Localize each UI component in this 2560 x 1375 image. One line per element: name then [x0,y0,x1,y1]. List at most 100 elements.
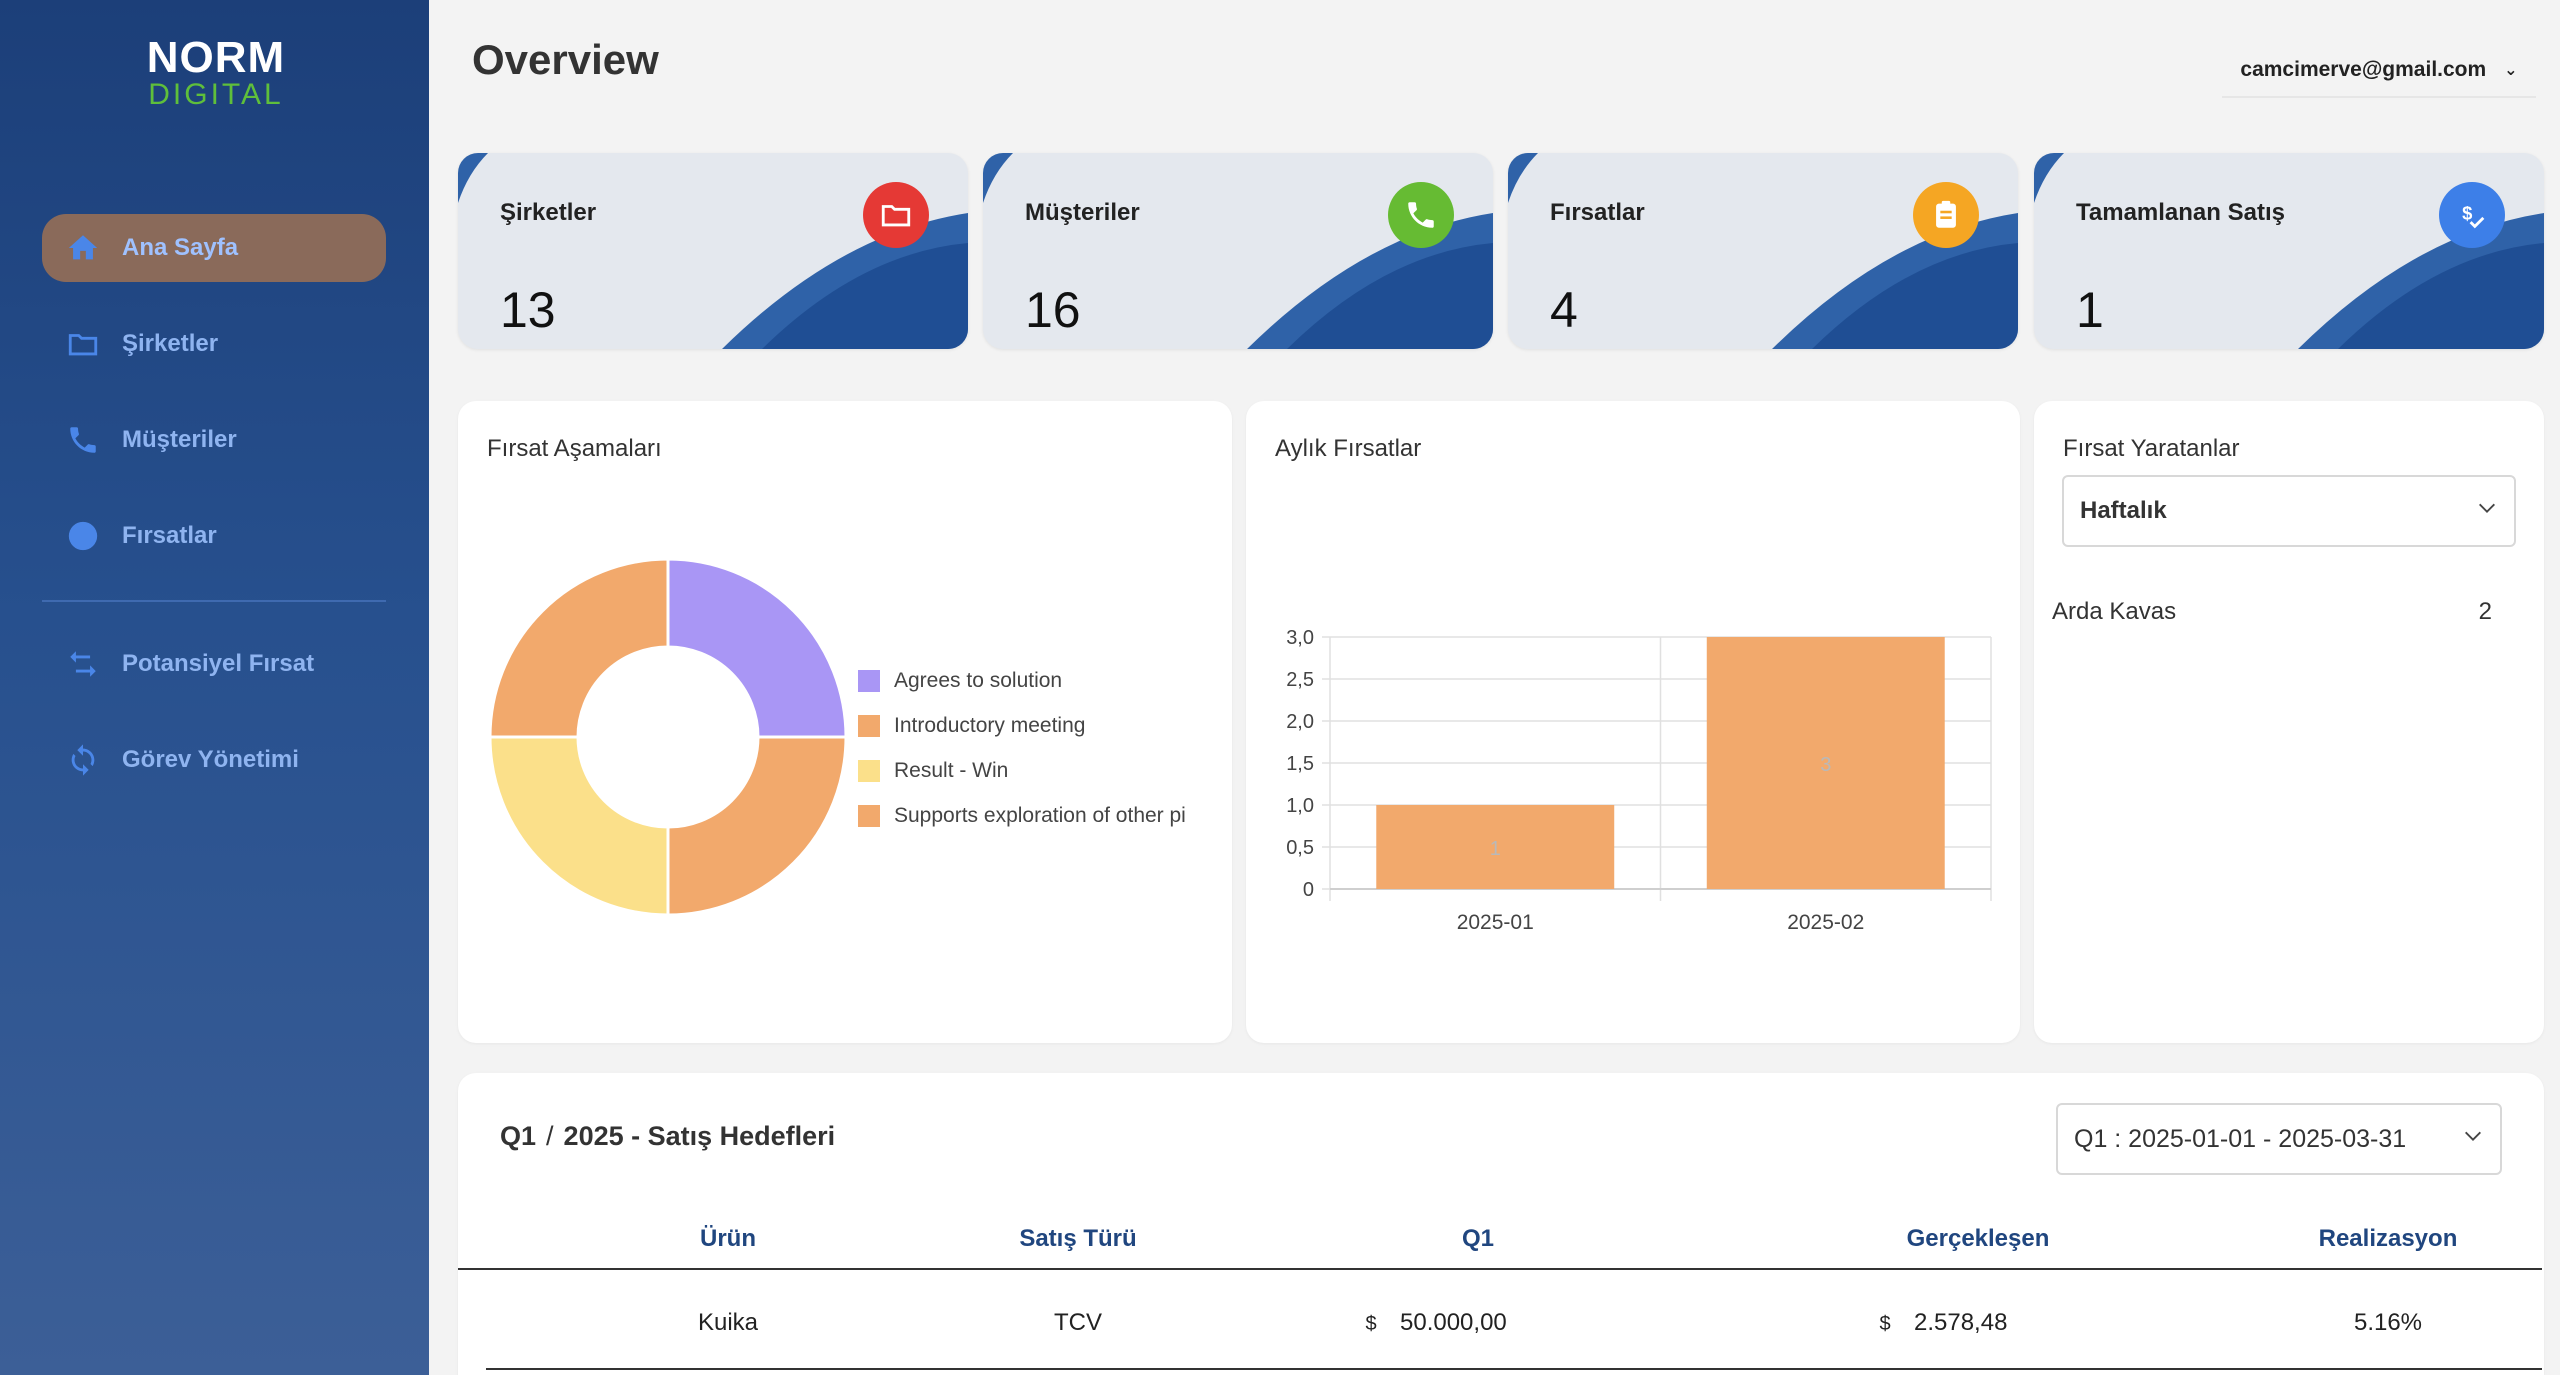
opportunity-creators-panel: Fırsat Yaratanlar Haftalık Arda Kavas 2 [2034,401,2544,1043]
legend-item[interactable]: Introductory meeting [858,703,1198,748]
cell-target-currency: $ [1365,1313,1377,1335]
stat-label: Tamamlanan Satış [2076,199,2285,226]
sidebar-divider [42,600,386,602]
sidebar-item-label: Şirketler [122,330,219,357]
chevron-down-icon [2476,497,2498,526]
column-header-satis-turu[interactable]: Satış Türü [1019,1225,1137,1252]
column-header-gerceklesen[interactable]: Gerçekleşen [1906,1225,2050,1252]
y-tick-label: 1,5 [1286,753,1314,775]
panel-title: Fırsat Yaratanlar [2063,435,2240,462]
y-tick-label: 2,0 [1286,711,1314,733]
user-menu[interactable]: camcimerve@gmail.com ⌄ [2222,44,2536,98]
creator-count: 2 [2478,598,2492,625]
stat-label: Şirketler [500,199,597,226]
legend-swatch [858,669,880,692]
stat-value: 13 [500,282,556,338]
sidebar-item-label: Ana Sayfa [122,234,239,261]
x-tick-label: 2025-02 [1787,911,1864,934]
sidebar: NORM DIGITAL Ana Sayfa Şirketler Müşteri… [0,0,429,1375]
y-tick-label: 0,5 [1286,837,1314,859]
refresh-icon [71,744,95,776]
quarter-select[interactable]: Q1 : 2025-01-01 - 2025-03-31 [2056,1103,2502,1175]
donut-slice[interactable] [488,735,670,917]
sidebar-item-gorev-yonetimi[interactable]: Görev Yönetimi [42,726,386,794]
donut-slice[interactable] [666,557,848,739]
donut-slice[interactable] [488,557,670,739]
circle-icon [68,521,98,551]
y-tick-label: 2,5 [1286,669,1314,691]
norm-digital-logo[interactable]: NORM DIGITAL [138,36,294,110]
user-email: camcimerve@gmail.com [2240,58,2487,81]
targets-separator: / [546,1121,554,1151]
sidebar-item-ana-sayfa[interactable]: Ana Sayfa [42,214,386,282]
targets-quarter: Q1 [500,1121,537,1151]
targets-title-rest: 2025 - Satış Hedefleri [563,1121,836,1151]
page-title: Overview [472,36,659,83]
wave-decoration [1508,153,2018,349]
folder-icon [68,334,98,356]
column-header-urun[interactable]: Ürün [700,1225,756,1252]
cell-product: Kuika [697,1309,759,1336]
stat-label: Müşteriler [1025,199,1140,226]
phone-icon [1388,182,1454,248]
stat-value: 1 [2076,282,2104,338]
chart-legend: Agrees to solution Introductory meeting Re… [858,658,1198,838]
legend-label: Agrees to solution [894,668,1063,692]
stat-value: 4 [1550,282,1578,338]
sidebar-item-sirketler[interactable]: Şirketler [42,310,386,378]
bar-chart: 0 0,5 1,0 1,5 2,0 2,5 3,0 1 2025-01 3 2025-02 [1286,627,1992,934]
stat-label: Fırsatlar [1550,199,1645,226]
logo-bottom-text: DIGITAL [148,78,284,111]
sidebar-item-potansiyel-firsat[interactable]: Potansiyel Fırsat [42,630,386,698]
sidebar-item-firsatlar[interactable]: Fırsatlar [42,502,386,570]
sidebar-item-musteriler[interactable]: Müşteriler [42,406,386,474]
table-header-divider [458,1268,2542,1270]
dollar-check-icon: $ [2439,182,2505,248]
sidebar-item-label: Görev Yönetimi [122,746,299,773]
legend-label: Introductory meeting [894,713,1086,737]
home-icon [68,235,98,260]
legend-item[interactable]: Supports exploration of other pi [858,793,1198,838]
legend-swatch [858,714,880,737]
column-header-q1[interactable]: Q1 [1461,1225,1494,1252]
table-row-divider [486,1368,2542,1370]
column-header-realizasyon[interactable]: Realizasyon [2318,1225,2458,1252]
period-select[interactable]: Haftalık [2062,475,2516,547]
chevron-down-icon: ⌄ [2504,62,2518,79]
phone-icon [70,427,96,453]
legend-item[interactable]: Agrees to solution [858,658,1198,703]
sales-targets-panel: Q1 / 2025 - Satış Hedefleri Q1 : 2025-01-0… [458,1073,2544,1375]
bar[interactable] [1376,805,1615,889]
clipboard-icon [1913,182,1979,248]
stat-card-sirketler[interactable]: Şirketler 13 [458,153,968,349]
legend-label: Result - Win [894,758,1009,782]
sidebar-item-label: Müşteriler [122,426,237,453]
opportunity-stages-panel: Fırsat Aşamaları Agrees to solution Intro… [458,401,1232,1043]
logo-top-text: NORM [146,33,286,82]
stat-card-tamamlanan-satis[interactable]: Tamamlanan Satış 1 $ [2034,153,2544,349]
wave-decoration [2034,153,2544,349]
donut-chart [488,557,848,917]
stat-card-firsatlar[interactable]: Fırsatlar 4 [1508,153,2018,349]
donut-slice[interactable] [666,735,848,917]
stat-card-musteriler[interactable]: Müşteriler 16 [983,153,1493,349]
swap-arrows-icon [70,651,96,677]
quarter-select-value: Q1 : 2025-01-01 - 2025-03-31 [2074,1124,2407,1153]
y-tick-label: 1,0 [1286,795,1314,817]
cell-actual: 2.578,48 [1914,1309,2008,1336]
bar-data-label: 1 [1490,838,1501,860]
legend-label: Supports exploration of other pi [894,803,1186,827]
legend-item[interactable]: Result - Win [858,748,1198,793]
cell-target: 50.000,00 [1400,1309,1507,1336]
svg-text:$: $ [2462,202,2472,223]
sidebar-item-label: Fırsatlar [122,522,217,549]
y-tick-label: 0 [1303,879,1314,901]
cell-realization: 5.16% [2353,1309,2423,1336]
bar[interactable] [1706,637,1945,889]
sidebar-item-label: Potansiyel Fırsat [122,650,315,677]
cell-sales-type: TCV [1054,1309,1102,1336]
legend-swatch [858,804,880,827]
wave-decoration [458,153,968,349]
wave-decoration [983,153,1493,349]
chevron-down-icon [2462,1125,2484,1154]
